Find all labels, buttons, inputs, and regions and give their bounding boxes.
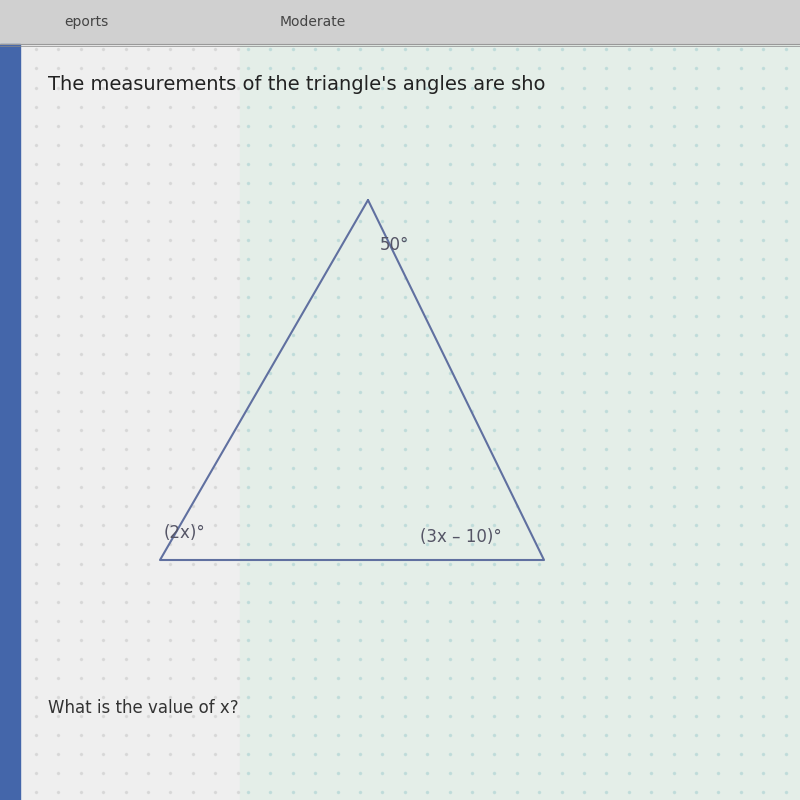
- Text: The measurements of the triangle's angles are sho: The measurements of the triangle's angle…: [48, 74, 546, 94]
- Bar: [0, 44, 20, 800]
- Text: Moderate: Moderate: [280, 15, 346, 29]
- Bar: [20, 44, 240, 800]
- Bar: [240, 44, 800, 800]
- Text: What is the value of x?: What is the value of x?: [48, 699, 238, 717]
- Text: (3x – 10)°: (3x – 10)°: [420, 528, 502, 546]
- Text: eports: eports: [64, 15, 108, 29]
- Bar: [0, 0, 800, 44]
- Text: 50°: 50°: [380, 236, 410, 254]
- Text: (2x)°: (2x)°: [164, 525, 206, 542]
